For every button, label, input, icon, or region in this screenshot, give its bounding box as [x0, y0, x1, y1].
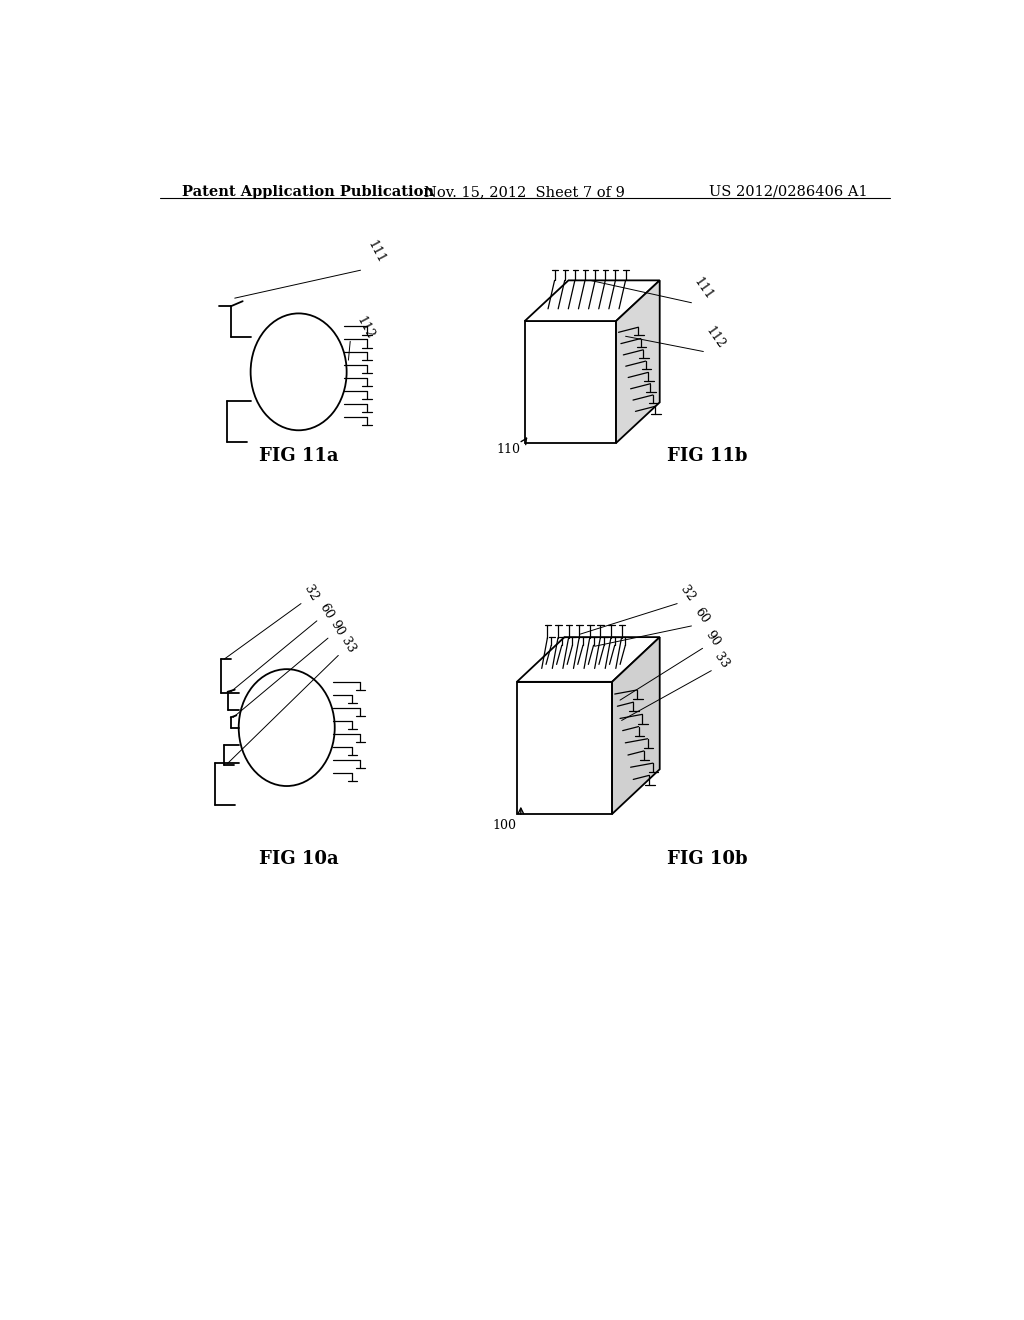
Text: 100: 100 [493, 820, 516, 833]
Text: 90: 90 [702, 628, 722, 648]
Text: 33: 33 [712, 651, 731, 671]
Ellipse shape [251, 313, 347, 430]
Text: FIG 11b: FIG 11b [667, 447, 748, 466]
Text: FIG 10b: FIG 10b [667, 850, 748, 867]
Text: 90: 90 [328, 618, 347, 638]
Text: FIG 11a: FIG 11a [259, 447, 338, 466]
Text: 111: 111 [365, 238, 387, 265]
Polygon shape [524, 321, 616, 444]
Text: 60: 60 [691, 606, 712, 626]
Text: 32: 32 [677, 583, 697, 603]
Text: 111: 111 [691, 276, 716, 302]
Text: 60: 60 [316, 601, 336, 620]
Text: Patent Application Publication: Patent Application Publication [182, 185, 434, 199]
Polygon shape [616, 280, 659, 444]
Text: 112: 112 [354, 314, 377, 342]
Polygon shape [524, 280, 659, 321]
Text: 33: 33 [338, 635, 357, 656]
Ellipse shape [239, 669, 335, 785]
Text: FIG 10a: FIG 10a [259, 850, 339, 867]
Polygon shape [612, 638, 659, 814]
Text: 110: 110 [497, 444, 521, 457]
Text: US 2012/0286406 A1: US 2012/0286406 A1 [709, 185, 867, 199]
Text: 112: 112 [703, 325, 728, 351]
Polygon shape [517, 682, 612, 814]
Polygon shape [517, 638, 659, 682]
Text: Nov. 15, 2012  Sheet 7 of 9: Nov. 15, 2012 Sheet 7 of 9 [424, 185, 626, 199]
Text: 32: 32 [301, 583, 321, 603]
